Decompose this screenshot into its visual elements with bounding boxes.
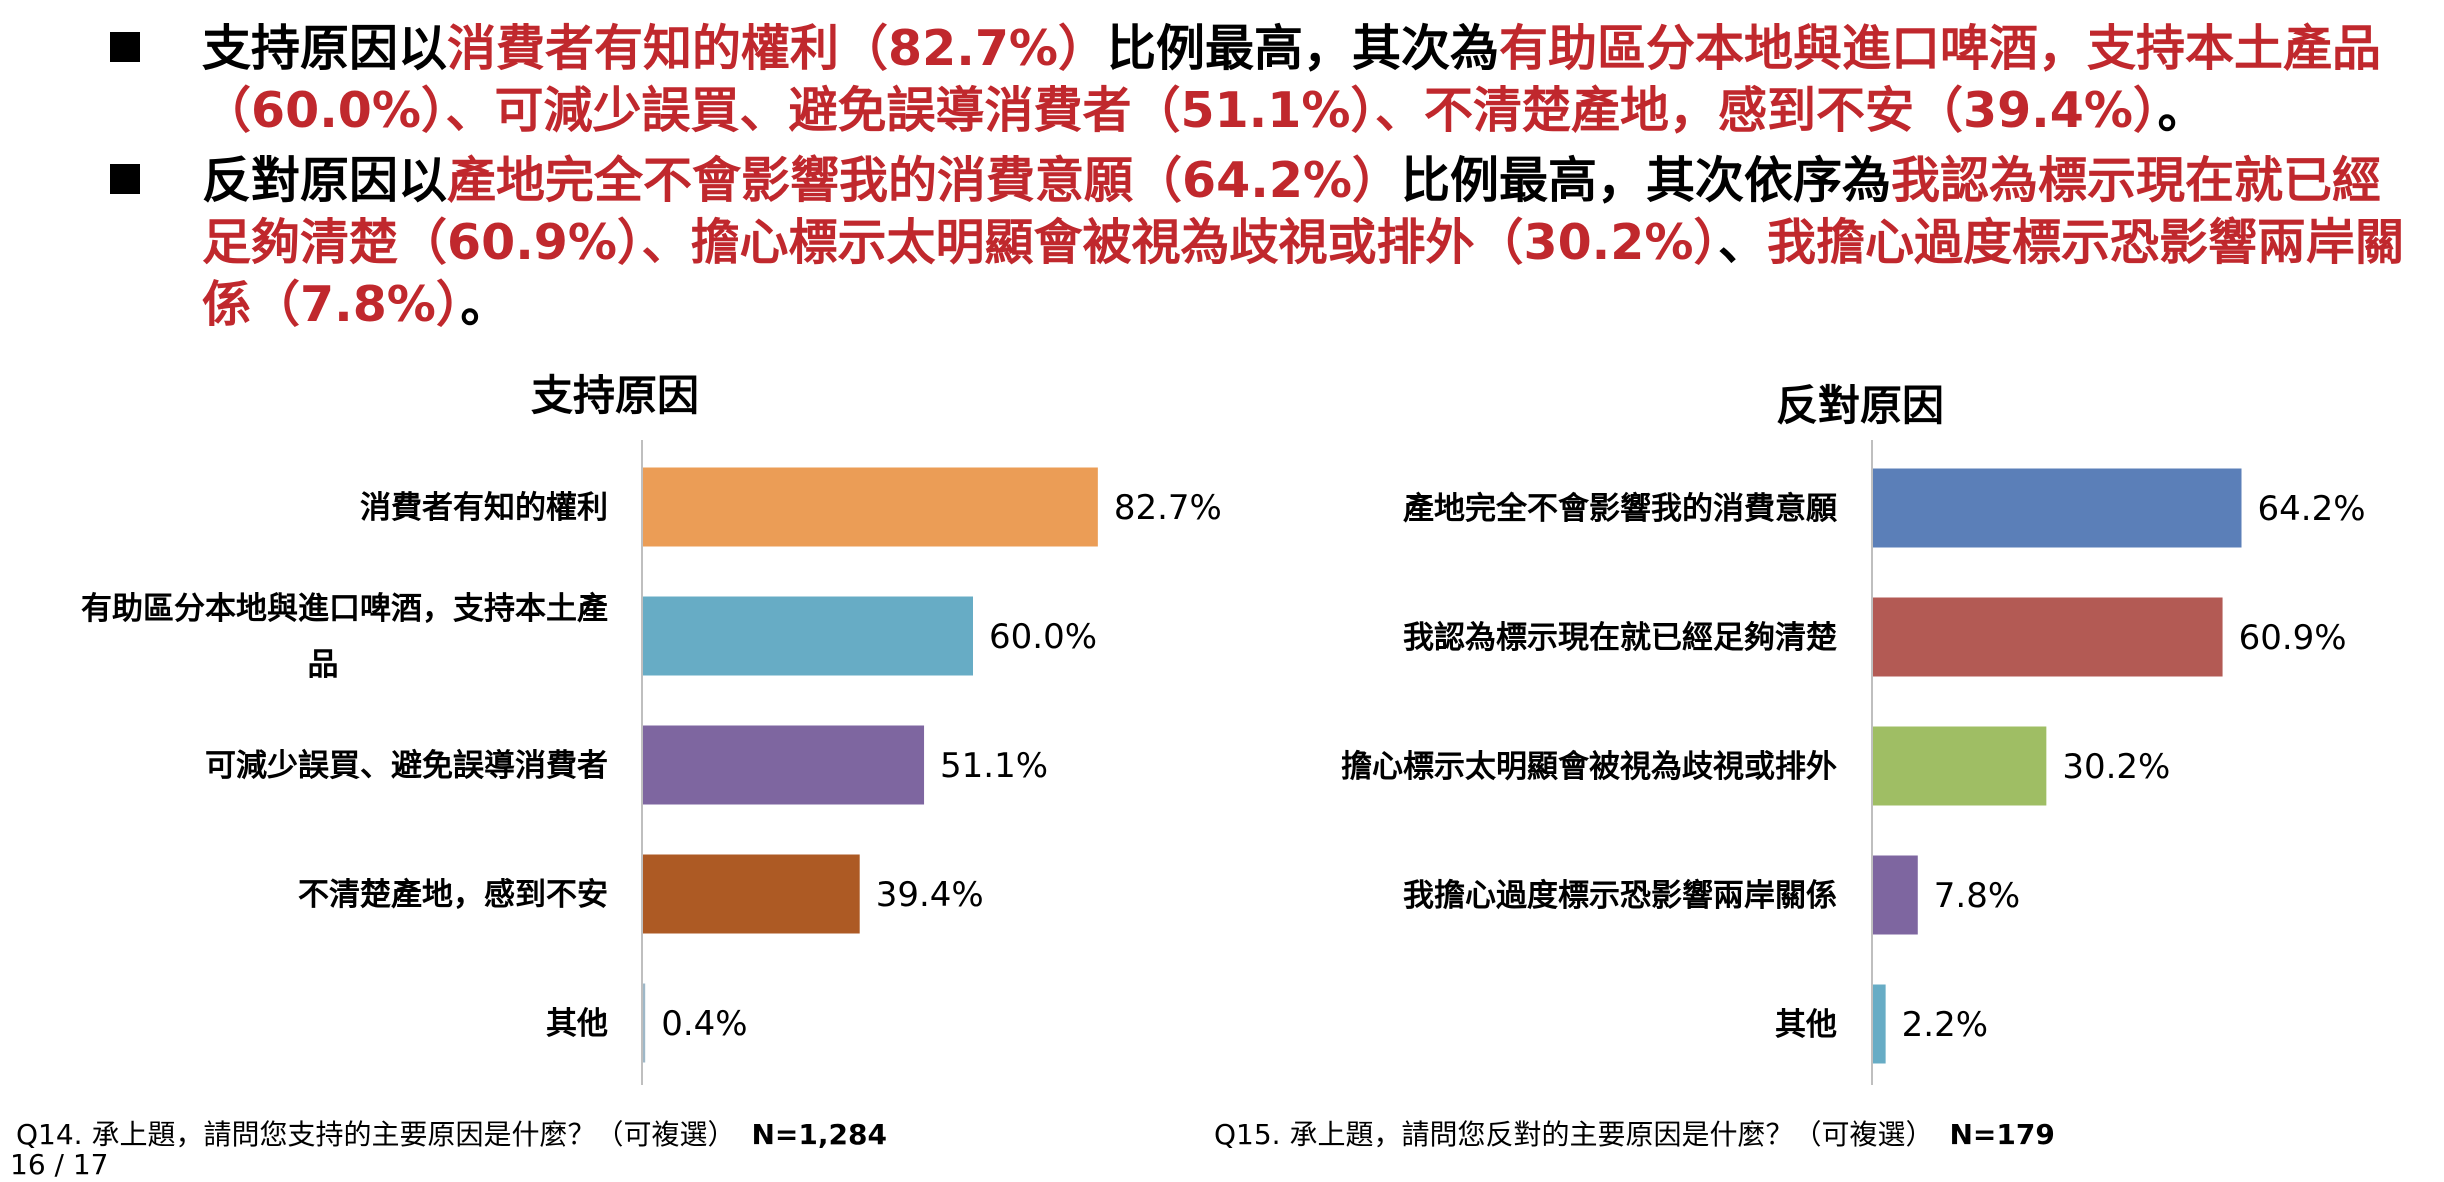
- footnote-q14: Q14. 承上題，請問您支持的主要原因是什麼？（可複選） N=1,284: [16, 1113, 887, 1153]
- category-label: 產地完全不會影響我的消費意願: [1403, 491, 1837, 527]
- category-label: 消費者有知的權利: [360, 490, 608, 526]
- bar: [643, 983, 646, 1063]
- highlight-segment: 有助區分本地與進口啤酒，支持本土產品（60.0%）、可減少誤買、避免誤導消費者（…: [202, 20, 2382, 139]
- category-label: 品: [308, 647, 339, 683]
- footnote-sample-size: N=1,284: [751, 1118, 887, 1151]
- category-label: 可減少誤買、避免誤導消費者: [205, 748, 608, 784]
- support-reasons-chart: 支持原因 82.7% 消費者有知的權利 60.0% 有助區分本地與進口啤酒，支持本土產品…: [0, 360, 1230, 1090]
- bullet-square-icon: [110, 164, 140, 194]
- footnote-q15: Q15. 承上題，請問您反對的主要原因是什麼？（可複選） N=179: [1214, 1113, 2055, 1153]
- text-segment: 。: [2157, 82, 2207, 139]
- bar: [1873, 855, 1918, 935]
- oppose-reasons-chart: 反對原因 64.2% 產地完全不會影響我的消費意願 60.9% 我認為標示現在就已經足夠…: [1230, 360, 2430, 1090]
- category-label: 其他: [546, 1006, 608, 1042]
- chart-title: 反對原因: [1776, 381, 1944, 430]
- value-label: 7.8%: [1934, 876, 2020, 916]
- value-label: 51.1%: [940, 746, 1048, 786]
- support-reasons-svg: 支持原因 82.7% 消費者有知的權利 60.0% 有助區分本地與進口啤酒，支持本土產品…: [81, 371, 1222, 1085]
- bar: [1873, 468, 2242, 548]
- bar: [1873, 726, 2047, 806]
- text-segment: 比例最高，其次依序為: [1401, 152, 1892, 209]
- bar: [643, 596, 973, 676]
- category-label: 擔心標示太明顯會被視為歧視或排外: [1341, 749, 1837, 785]
- highlight-segment: 我擔心過度標示恐影響兩岸關係（7.8%）: [202, 214, 2405, 333]
- footnote-question: Q15. 承上題，請問您反對的主要原因是什麼？（可複選）: [1214, 1118, 1934, 1151]
- highlight-segment: 消費者有知的權利（82.7%）: [447, 20, 1108, 77]
- value-label: 60.0%: [989, 617, 1097, 657]
- summary-bullet-support: 支持原因以消費者有知的權利（82.7%）比例最高，其次為有助區分本地與進口啤酒，…: [110, 18, 2430, 142]
- page-number: 16 / 17: [10, 1148, 109, 1181]
- bar: [1873, 597, 2223, 677]
- summary-bullet-oppose: 反對原因以產地完全不會影響我的消費意願（64.2%）比例最高，其次依序為我認為標…: [110, 150, 2430, 336]
- text-segment: 支持原因以: [202, 20, 448, 77]
- bar: [643, 467, 1098, 547]
- category-label: 有助區分本地與進口啤酒，支持本土產: [81, 591, 608, 627]
- bar: [643, 725, 925, 805]
- category-label: 我擔心過度標示恐影響兩岸關係: [1403, 878, 1837, 914]
- footnote-sample-size: N=179: [1949, 1118, 2055, 1151]
- value-label: 30.2%: [2062, 747, 2170, 787]
- category-label: 其他: [1775, 1007, 1837, 1043]
- highlight-segment: 產地完全不會影響我的消費意願（64.2%）: [447, 152, 1402, 209]
- text-segment: 。: [460, 276, 510, 333]
- text-segment: 比例最高，其次為: [1107, 20, 1500, 77]
- bar: [643, 854, 860, 934]
- summary-bullets: 支持原因以消費者有知的權利（82.7%）比例最高，其次為有助區分本地與進口啤酒，…: [110, 18, 2430, 344]
- value-label: 2.2%: [1902, 1005, 1988, 1045]
- value-label: 0.4%: [661, 1004, 747, 1044]
- chart-title: 支持原因: [531, 371, 699, 420]
- bullet-square-icon: [110, 32, 140, 62]
- value-label: 39.4%: [876, 875, 984, 915]
- text-segment: 反對原因以: [202, 152, 448, 209]
- category-label: 不清楚產地，感到不安: [298, 877, 608, 913]
- bullet-text: 支持原因以消費者有知的權利（82.7%）比例最高，其次為有助區分本地與進口啤酒，…: [202, 20, 2381, 139]
- value-label: 60.9%: [2239, 618, 2347, 658]
- bullet-text: 反對原因以產地完全不會影響我的消費意願（64.2%）比例最高，其次依序為我認為標…: [202, 152, 2404, 333]
- footnote-question: Q14. 承上題，請問您支持的主要原因是什麼？（可複選）: [16, 1118, 736, 1151]
- highlight-segment: 我認為標示現在就已經足夠清楚（60.9%）、擔心標示太明顯會被視為歧視或排外（3…: [202, 152, 2382, 271]
- bar: [1873, 984, 1886, 1064]
- value-label: 64.2%: [2258, 489, 2366, 529]
- text-segment: 、: [1718, 214, 1768, 271]
- oppose-reasons-svg: 反對原因 64.2% 產地完全不會影響我的消費意願 60.9% 我認為標示現在就已經足夠…: [1341, 381, 2366, 1085]
- value-label: 82.7%: [1114, 488, 1222, 528]
- category-label: 我認為標示現在就已經足夠清楚: [1403, 620, 1837, 656]
